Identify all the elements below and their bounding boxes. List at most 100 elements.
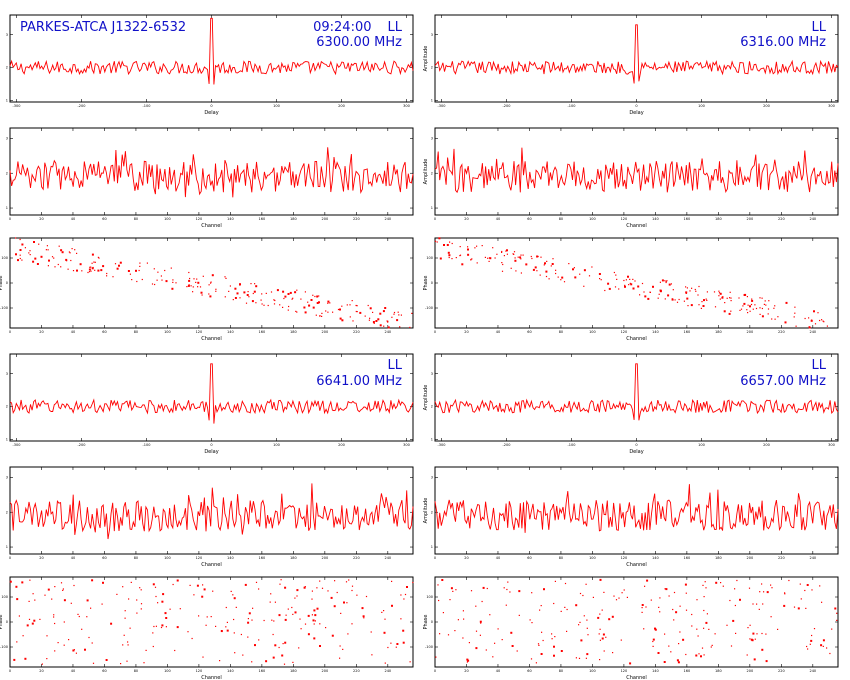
panel-0-0-phase-point-110 xyxy=(291,298,293,300)
panel-0-1-phase-point-79 xyxy=(747,312,749,314)
panel-0-1-phase-point-92 xyxy=(759,307,761,309)
panel-1-0-phase-point-12 xyxy=(33,619,36,622)
panel-0-1-phase-point-80 xyxy=(600,279,602,281)
panel-1-0-phase-point-219 xyxy=(274,601,276,603)
panel-1-0-phase-point-202 xyxy=(284,618,287,621)
panel-1-1-phase-point-157 xyxy=(684,583,687,586)
panel-1-0-phase-point-16 xyxy=(46,658,48,660)
panel-1-1-phase-point-104 xyxy=(677,661,680,664)
panel-1-0-phase-point-27 xyxy=(57,642,59,644)
panel-1-0-delay-series-line xyxy=(9,363,414,424)
panel-1-1-phase-point-33 xyxy=(599,578,602,581)
panel-0-1-phase-point-231 xyxy=(501,250,503,253)
panel-0-0-phase-point-65 xyxy=(294,291,297,294)
panel-1-1-phase-ytick-label-1: 0 xyxy=(431,620,433,624)
panel-0-1-phase-point-131 xyxy=(718,295,720,297)
panel-0-0-phase-point-189 xyxy=(165,280,168,283)
panel-1-0-phase-point-110 xyxy=(409,661,411,663)
panel-1-0-phase-point-5 xyxy=(300,628,302,630)
panel-0-1-phase-point-14 xyxy=(667,294,670,297)
panel-1-0-phase-point-8 xyxy=(124,610,126,612)
panel-1-0-phase-point-221 xyxy=(404,593,407,596)
panel-1-1-phase-point-84 xyxy=(668,645,670,647)
panel-1-1-phase-point-173 xyxy=(652,638,655,641)
panel-0-1-phase-point-158 xyxy=(436,241,438,243)
panel-0-0-phase-point-69 xyxy=(91,262,93,264)
panel-1-1-phase-point-103 xyxy=(579,621,581,623)
panel-0-0-phase-point-230 xyxy=(287,309,289,311)
panel-0-1-phase-point-110 xyxy=(467,253,470,256)
panel-0-1-phase-xtick-label-1: 20 xyxy=(464,330,468,334)
panel-1-1-phase-xlabel: Channel xyxy=(626,675,647,680)
panel-1-0-phase-point-167 xyxy=(210,616,212,618)
panel-1-1-phase-point-149 xyxy=(578,624,580,626)
panel-1-0-phase-point-105 xyxy=(176,626,179,629)
panel-1-0-phase-point-61 xyxy=(193,594,195,596)
panel-0-0-phase-point-49 xyxy=(197,286,199,288)
panel-0-0-phase-point-30 xyxy=(171,287,174,290)
panel-1-1-phase-point-170 xyxy=(503,587,505,589)
panel-0-0-phase-point-95 xyxy=(24,247,26,249)
panel-0-0-phase-point-104 xyxy=(312,306,315,309)
panel-1-1-delay-xtick-label-3: 0 xyxy=(635,443,637,447)
panel-0-1-phase-point-121 xyxy=(630,283,633,286)
panel-1-0-phase-point-26 xyxy=(219,660,221,662)
panel-0-1-phase-point-88 xyxy=(746,296,748,298)
panel-0-1-delay-ylabel: Amplitude xyxy=(423,46,429,72)
panel-0-0-phase-point-149 xyxy=(337,308,340,311)
panel-1-0-phase-point-161 xyxy=(84,648,86,651)
panel-0-0-phase-point-7 xyxy=(310,299,313,301)
panel-1-0-phase-point-94 xyxy=(316,587,318,589)
panel-0-1-phase-point-212 xyxy=(730,297,732,299)
panel-0-1-phase-point-124 xyxy=(629,282,631,284)
panel-1-1-phase-xtick-label-1: 20 xyxy=(464,669,468,673)
panel-1-1-delay: -300 -200 -100 0 100 200 300 1 2 3 Delay Amplitude xyxy=(423,353,839,455)
panel-0-0-phase-point-194 xyxy=(196,278,198,280)
panel-1-0-phase-point-11 xyxy=(400,594,402,596)
panel-0-0-phase-point-158 xyxy=(234,297,237,299)
panel-0-1-phase-point-199 xyxy=(664,280,666,282)
panel-0-0-phase-point-207 xyxy=(193,278,195,280)
panel-1-0-phase-point-162 xyxy=(340,612,342,614)
panel-1-1-phase-point-62 xyxy=(654,628,657,631)
panel-1-0-phase-point-97 xyxy=(402,629,405,632)
panel-0-1-phase-point-190 xyxy=(740,308,743,310)
panel-1-1-phase-point-197 xyxy=(485,649,487,651)
panel-0-1-amplitude-xtick-label-10: 200 xyxy=(747,217,754,221)
panel-0-1-phase-point-169 xyxy=(686,287,688,289)
panel-1-0-phase-point-228 xyxy=(9,580,12,583)
panel-1-1-phase-point-215 xyxy=(703,609,705,612)
panel-1-0-phase-point-48 xyxy=(269,601,271,603)
panel-0-0-phase-point-27 xyxy=(67,268,69,270)
panel-0-0-phase-point-83 xyxy=(45,249,47,251)
panel-0-1-phase-point-162 xyxy=(557,276,559,278)
panel-1-0-phase-point-50 xyxy=(198,615,200,617)
panel-0-0-phase-point-98 xyxy=(399,326,401,328)
panel-0-1-phase-xtick-label-7: 140 xyxy=(652,330,659,334)
panel-0-0-phase-point-159 xyxy=(61,251,64,254)
panel-1-1-amplitude-xtick-label-11: 220 xyxy=(778,556,785,560)
panel-0-0-delay-xtick-label-5: 200 xyxy=(338,104,345,108)
panel-0-1-phase-point-91 xyxy=(672,289,674,291)
panel-1-0-phase-point-206 xyxy=(145,649,147,651)
panel-1-1-phase-xtick-label-8: 160 xyxy=(684,669,691,673)
panel-0-0-phase-point-119 xyxy=(247,291,249,293)
panel-1-0-phase-point-236 xyxy=(232,594,234,596)
panel-0-0-phase-point-128 xyxy=(261,303,263,305)
panel-1-0-phase-point-47 xyxy=(330,596,333,599)
panel-1-0-phase-point-18 xyxy=(307,614,310,617)
panel-1-1-phase-point-81 xyxy=(479,634,481,636)
panel-0-0-phase-point-140 xyxy=(315,314,317,316)
panel-1-1-phase-point-61 xyxy=(535,662,537,664)
panel-1-1-phase-point-119 xyxy=(672,608,674,611)
panel-1-0-phase-point-54 xyxy=(307,633,310,636)
panel-1-1-phase-point-148 xyxy=(679,631,681,633)
panel-1-0-amplitude-xtick-label-11: 220 xyxy=(353,556,360,560)
panel-1-0-delay-xtick-label-3: 0 xyxy=(210,443,212,447)
panel-0-0-phase-point-118 xyxy=(208,293,210,295)
panel-0-1-amplitude-xtick-label-2: 40 xyxy=(496,217,500,221)
panel-1-1-delay-xtick-label-6: 300 xyxy=(828,443,835,447)
panel-1-0-phase-xtick-label-5: 100 xyxy=(164,669,171,673)
panel-1-0-delay-xtick-label-2: -100 xyxy=(143,443,151,447)
